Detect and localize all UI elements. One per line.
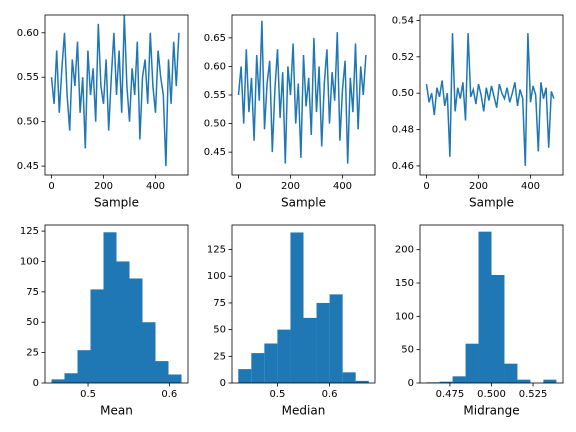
y-tick-label: 0.48 xyxy=(392,125,414,136)
y-tick-label: 100 xyxy=(20,256,39,267)
y-tick-label: 0.54 xyxy=(392,15,414,26)
x-tick-label: 0 xyxy=(423,181,429,192)
x-axis-label: Sample xyxy=(281,196,326,210)
x-tick-label: 200 xyxy=(281,181,300,192)
x-tick-label: 0.475 xyxy=(436,389,465,400)
x-tick-label: 400 xyxy=(146,181,165,192)
y-tick-label: 0.46 xyxy=(392,161,414,172)
y-tick-label: 0.55 xyxy=(17,72,39,83)
y-tick-label: 0.50 xyxy=(204,119,226,130)
y-tick-label: 0 xyxy=(408,378,414,389)
x-tick-label: 0.500 xyxy=(477,389,506,400)
hist-bar xyxy=(168,374,182,383)
y-tick-label: 50 xyxy=(26,317,39,328)
y-tick-label: 125 xyxy=(207,245,226,256)
hist-bar xyxy=(303,317,317,383)
y-tick-label: 75 xyxy=(213,298,226,309)
y-tick-label: 0.50 xyxy=(392,88,414,99)
y-tick-label: 0.65 xyxy=(204,33,226,44)
hist-bar xyxy=(238,369,252,383)
hist-bar xyxy=(142,322,156,383)
data-line xyxy=(425,33,555,166)
hist-bar xyxy=(329,294,343,383)
hist-bar xyxy=(478,231,492,383)
hist-bar xyxy=(90,289,104,383)
y-tick-label: 100 xyxy=(207,271,226,282)
y-tick-label: 50 xyxy=(213,325,226,336)
x-axis-label: Mean xyxy=(100,404,133,418)
y-tick-label: 0.52 xyxy=(392,52,414,63)
y-tick-label: 0.60 xyxy=(204,61,226,72)
x-tick-label: 0.6 xyxy=(161,389,177,400)
hist-bar xyxy=(342,372,356,383)
x-axis-label: Sample xyxy=(94,196,139,210)
hist-bar xyxy=(316,302,330,383)
y-tick-label: 0.50 xyxy=(17,117,39,128)
hist-bar xyxy=(290,232,304,383)
hist-bar xyxy=(504,363,518,383)
y-tick-label: 0.60 xyxy=(17,28,39,39)
y-tick-label: 200 xyxy=(395,245,414,256)
y-tick-label: 25 xyxy=(26,348,39,359)
y-tick-label: 50 xyxy=(401,345,414,356)
y-tick-label: 100 xyxy=(395,311,414,322)
hist-bar xyxy=(51,379,65,383)
y-tick-label: 0.45 xyxy=(204,147,226,158)
y-tick-label: 25 xyxy=(213,351,226,362)
x-tick-label: 400 xyxy=(521,181,540,192)
hist-bar xyxy=(264,343,278,383)
y-tick-label: 0.45 xyxy=(17,161,39,172)
hist-bar xyxy=(355,380,369,383)
x-tick-label: 0.6 xyxy=(322,389,338,400)
x-axis-label: Midrange xyxy=(463,404,519,418)
y-tick-label: 125 xyxy=(20,226,39,237)
axes-frame xyxy=(419,14,564,176)
hist-bar xyxy=(77,350,91,383)
hist-bar xyxy=(452,376,466,383)
hist-bar xyxy=(116,261,130,383)
hist-bar xyxy=(465,343,479,383)
data-line xyxy=(237,20,367,164)
x-tick-label: 0.5 xyxy=(269,389,285,400)
hist-bar xyxy=(103,232,117,383)
x-tick-label: 0 xyxy=(235,181,241,192)
data-line xyxy=(50,14,180,167)
y-tick-label: 150 xyxy=(395,278,414,289)
y-tick-label: 75 xyxy=(26,287,39,298)
hist-bar xyxy=(129,278,143,383)
axes-frame xyxy=(44,14,189,176)
y-tick-label: 0.55 xyxy=(204,90,226,101)
hist-bar xyxy=(251,353,265,383)
x-axis-label: Sample xyxy=(469,196,514,210)
x-axis-label: Median xyxy=(282,404,326,418)
hist-bar xyxy=(64,373,78,383)
axes-frame xyxy=(231,224,376,384)
hist-bar xyxy=(439,381,453,383)
x-tick-label: 0 xyxy=(48,181,54,192)
y-tick-label: 0 xyxy=(33,378,39,389)
x-tick-label: 0.525 xyxy=(519,389,548,400)
hist-bar xyxy=(543,379,557,383)
x-tick-label: 200 xyxy=(94,181,113,192)
hist-bar xyxy=(517,379,531,383)
x-tick-label: 200 xyxy=(469,181,488,192)
hist-bar xyxy=(277,329,291,383)
axes-frame xyxy=(44,224,189,384)
x-tick-label: 400 xyxy=(333,181,352,192)
hist-bar xyxy=(155,361,169,383)
x-tick-label: 0.5 xyxy=(80,389,96,400)
y-tick-label: 0 xyxy=(220,378,226,389)
hist-bar xyxy=(491,275,505,383)
